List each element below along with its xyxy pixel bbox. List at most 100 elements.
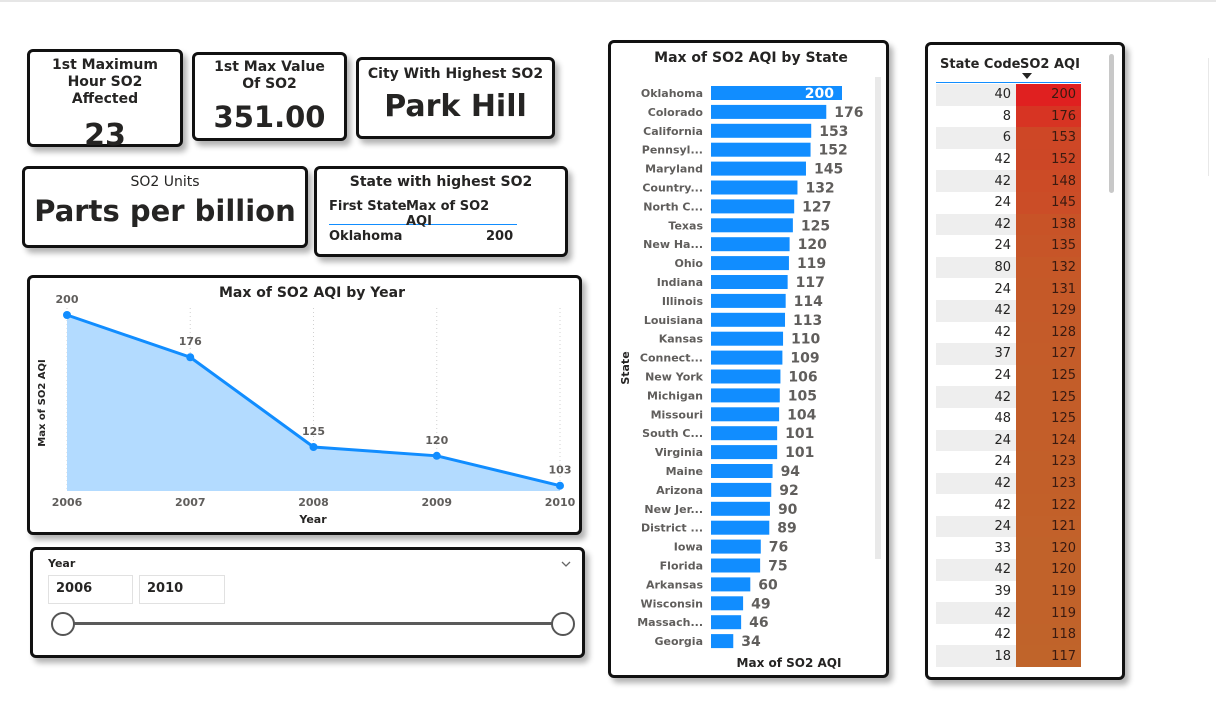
- state-bar: [711, 596, 744, 611]
- sort-descending-icon[interactable]: [1022, 73, 1032, 79]
- table-row[interactable]: 39 119: [936, 580, 1081, 603]
- table-row[interactable]: 42 148: [936, 170, 1081, 192]
- state-category-label: Virginia: [655, 446, 703, 459]
- table-row[interactable]: 42 129: [936, 299, 1081, 322]
- year-slicer-card[interactable]: Year 2006 2010: [30, 547, 585, 658]
- state-code-cell: 33: [936, 537, 1016, 560]
- state-code-cell: 24: [936, 429, 1016, 452]
- state-code-table-card[interactable]: State Code SO2 AQI 40 200 8 176 6 153 42 152 42 1…: [925, 42, 1125, 680]
- table-row[interactable]: 40 200: [936, 84, 1081, 106]
- table-row[interactable]: 42 152: [936, 148, 1081, 171]
- state-bar: [711, 180, 798, 195]
- table-row[interactable]: 24 124: [936, 429, 1081, 452]
- state-data-label: 105: [788, 388, 817, 404]
- table-row[interactable]: 42 125: [936, 386, 1081, 408]
- first-state-header[interactable]: First State: [329, 199, 407, 214]
- table-row[interactable]: 42 128: [936, 321, 1081, 344]
- table-row[interactable]: 42 138: [936, 213, 1081, 236]
- state-code-cell: 24: [936, 235, 1016, 257]
- table-row[interactable]: 37 127: [936, 343, 1081, 365]
- kpi-max-hour-card[interactable]: 1st Maximum Hour SO2 Affected 23: [27, 49, 183, 153]
- state-chart-scrollbar[interactable]: [875, 77, 881, 559]
- table-row[interactable]: 42 120: [936, 559, 1081, 581]
- slider-handle-start[interactable]: [51, 612, 75, 636]
- state-data-label: 60: [758, 577, 778, 593]
- state-code-cell: 24: [936, 451, 1016, 473]
- year-chart-card[interactable]: Max of SO2 AQI by Year 200 2006 176 2007 125 2…: [27, 275, 582, 535]
- kpi-max-hour-title: 1st Maximum Hour SO2 Affected: [52, 57, 158, 107]
- max-so2-header[interactable]: Max of SO2 AQI: [406, 199, 490, 229]
- slicer-from-value: 2006: [56, 581, 93, 596]
- so2-aqi-cell: 120: [1016, 537, 1081, 560]
- state-data-label: 94: [781, 464, 801, 480]
- state-data-label: 110: [791, 332, 820, 348]
- so2-aqi-cell: 119: [1016, 580, 1081, 603]
- table-header-so2-aqi[interactable]: SO2 AQI: [1020, 57, 1080, 72]
- so2-aqi-cell: 125: [1016, 364, 1081, 387]
- kpi-max-value-card[interactable]: 1st Max Value Of SO2 351.00: [192, 52, 347, 141]
- so2-aqi-cell: 117: [1016, 645, 1081, 668]
- table-row[interactable]: 24 123: [936, 451, 1081, 473]
- state-data-label: 106: [788, 370, 817, 386]
- state-bar: [711, 464, 773, 478]
- slicer-from-input[interactable]: 2006: [48, 575, 133, 604]
- table-row[interactable]: 42 122: [936, 494, 1081, 516]
- so2-aqi-cell: 124: [1016, 429, 1081, 452]
- table-row[interactable]: 42 123: [936, 472, 1081, 495]
- state-highest-card[interactable]: State with highest SO2 First State Max o…: [314, 166, 568, 257]
- right-edge-line: [1208, 58, 1209, 176]
- state-category-label: Maryland: [645, 163, 703, 176]
- kpi-city-card[interactable]: City With Highest SO2 Park Hill: [356, 57, 555, 139]
- year-x-axis-title: Year: [298, 513, 327, 526]
- state-code-cell: 42: [936, 148, 1016, 171]
- state-data-label: 76: [769, 540, 788, 556]
- kpi-units-card[interactable]: SO2 Units Parts per billion: [22, 166, 308, 248]
- state-code-cell: 6: [936, 127, 1016, 149]
- table-row[interactable]: 80 132: [936, 256, 1081, 279]
- table-row[interactable]: 8 176: [936, 105, 1081, 128]
- table-row[interactable]: 24 135: [936, 235, 1081, 257]
- slicer-to-input[interactable]: 2010: [139, 575, 225, 604]
- state-category-label: Georgia: [654, 635, 703, 648]
- table-row[interactable]: 24 131: [936, 278, 1081, 300]
- state-chart-title: Max of SO2 AQI by State: [654, 50, 848, 66]
- table-row[interactable]: 24 145: [936, 191, 1081, 214]
- slicer-label: Year: [48, 557, 76, 570]
- state-value-cell: 200: [486, 229, 514, 244]
- table-header-state-code[interactable]: State Code: [940, 57, 1021, 72]
- state-bar: [711, 199, 795, 214]
- table-row[interactable]: 42 118: [936, 623, 1081, 646]
- state-data-label: 152: [819, 143, 848, 159]
- slider-track[interactable]: [63, 622, 563, 625]
- state-category-label: Indiana: [657, 276, 703, 289]
- so2-aqi-cell: 123: [1016, 472, 1081, 495]
- so2-aqi-cell: 129: [1016, 299, 1081, 322]
- state-bar-chart-card[interactable]: Max of SO2 AQI by State Oklahoma 200 Colora…: [608, 40, 889, 678]
- state-category-label: Pennsyl...: [642, 144, 703, 157]
- table-body: 40 200 8 176 6 153 42 152 42 148 24 145 42 138 24 135 80…: [936, 84, 1081, 671]
- state-category-label: Kansas: [659, 333, 704, 346]
- state-bar: [711, 142, 811, 157]
- year-data-label: 120: [425, 434, 448, 447]
- table-row[interactable]: 24 121: [936, 515, 1081, 538]
- state-x-axis-title: Max of SO2 AQI: [737, 656, 842, 670]
- table-row[interactable]: 6 153: [936, 127, 1081, 149]
- table-scrollbar-thumb[interactable]: [1109, 54, 1114, 193]
- state-bar: [711, 161, 806, 176]
- state-data-label: 75: [768, 559, 787, 575]
- so2-aqi-cell: 200: [1016, 84, 1081, 106]
- table-row[interactable]: 33 120: [936, 537, 1081, 560]
- table-row[interactable]: 48 125: [936, 407, 1081, 430]
- state-data-label: 125: [801, 218, 830, 234]
- state-category-label: Texas: [668, 219, 703, 232]
- state-data-label: 109: [790, 351, 819, 367]
- slider-handle-end[interactable]: [551, 612, 575, 636]
- state-data-label: 101: [785, 445, 814, 461]
- so2-aqi-cell: 122: [1016, 494, 1081, 516]
- table-row[interactable]: 18 117: [936, 645, 1081, 668]
- chevron-down-icon[interactable]: [560, 555, 572, 567]
- table-row[interactable]: 42 119: [936, 602, 1081, 624]
- year-data-label: 176: [179, 335, 202, 348]
- table-row[interactable]: 24 125: [936, 364, 1081, 387]
- state-category-label: South C...: [642, 427, 703, 440]
